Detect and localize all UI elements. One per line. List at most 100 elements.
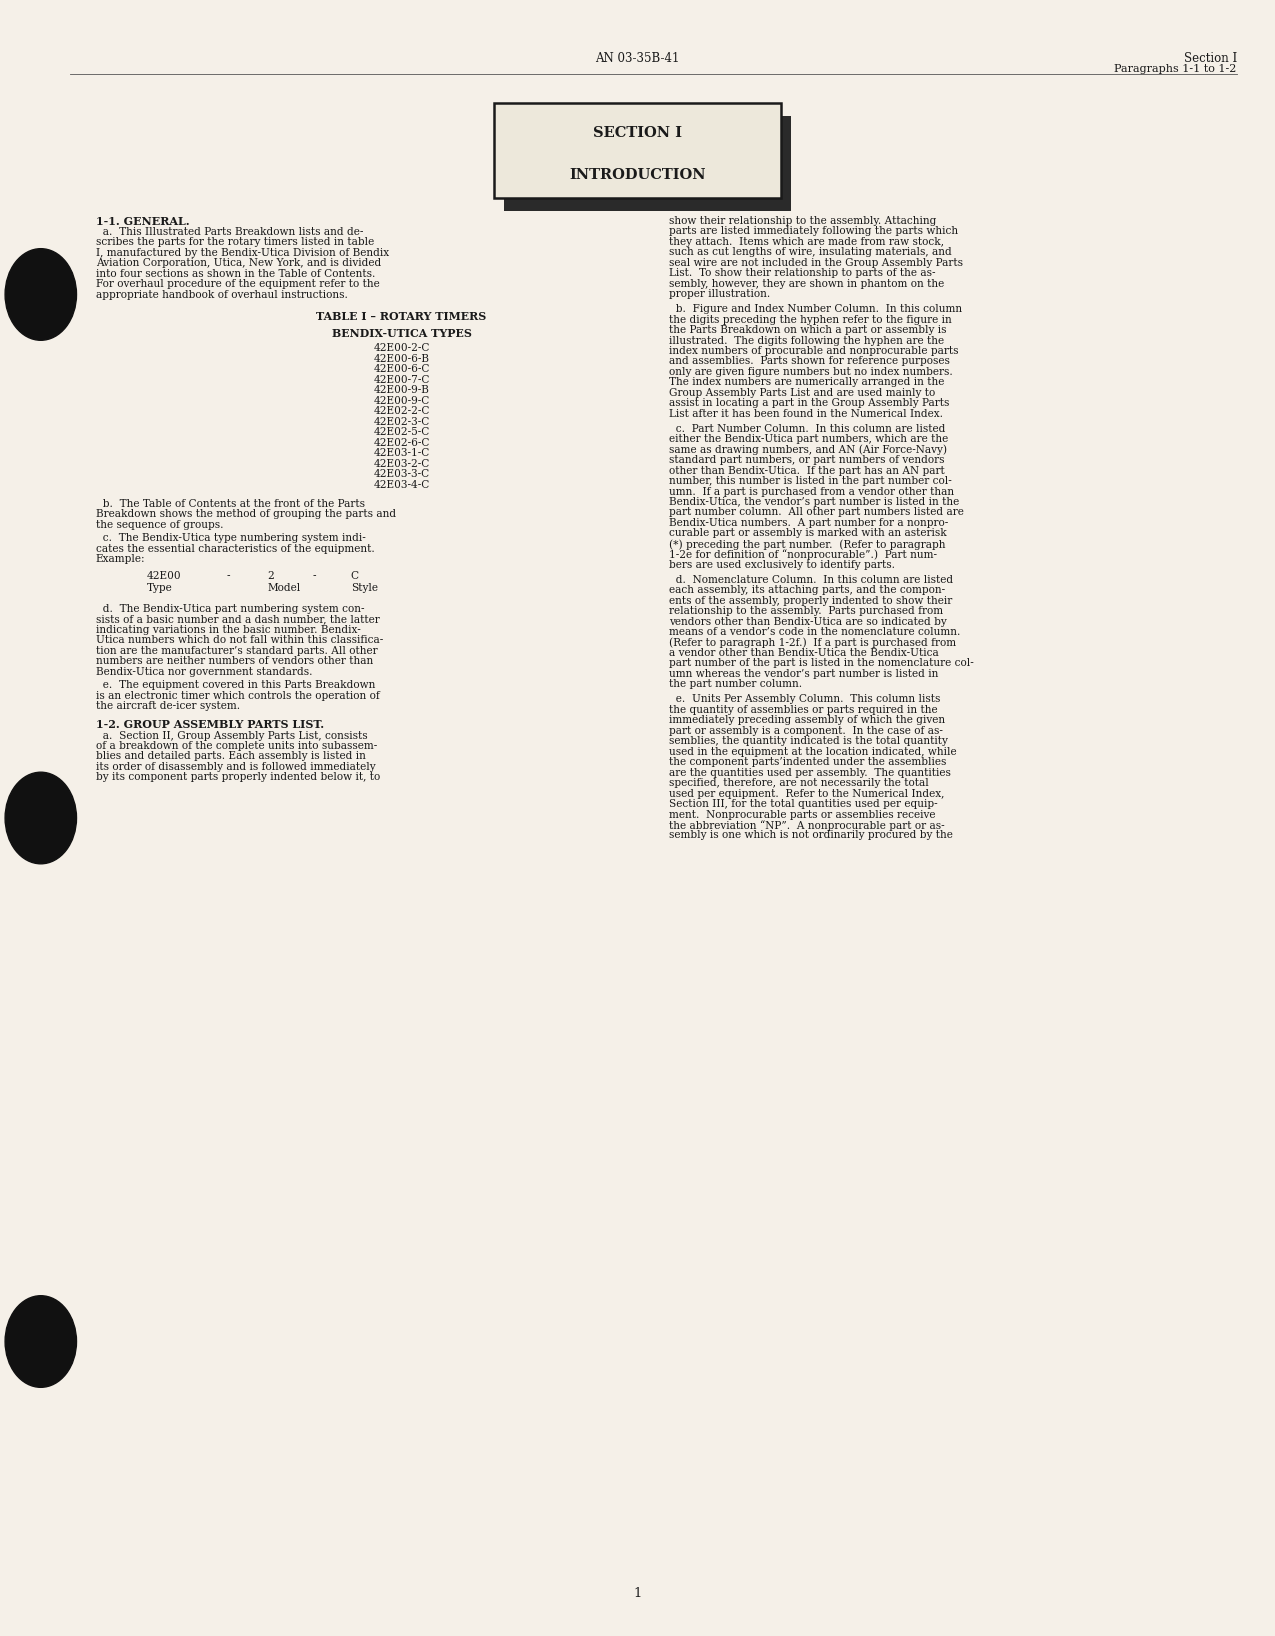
Text: 42E03-3-C: 42E03-3-C bbox=[374, 470, 430, 479]
Text: the aircraft de-icer system.: the aircraft de-icer system. bbox=[96, 702, 240, 712]
Text: Paragraphs 1-1 to 1-2: Paragraphs 1-1 to 1-2 bbox=[1114, 64, 1237, 74]
Text: For overhaul procedure of the equipment refer to the: For overhaul procedure of the equipment … bbox=[96, 280, 380, 290]
Text: means of a vendor’s code in the nomenclature column.: means of a vendor’s code in the nomencla… bbox=[669, 627, 961, 636]
Text: Bendix-Utica nor government standards.: Bendix-Utica nor government standards. bbox=[96, 667, 312, 677]
Text: 42E00-9-C: 42E00-9-C bbox=[374, 396, 430, 406]
Text: b.  Figure and Index Number Column.  In this column: b. Figure and Index Number Column. In th… bbox=[669, 304, 963, 314]
Text: 1: 1 bbox=[634, 1587, 641, 1600]
Text: 42E02-3-C: 42E02-3-C bbox=[374, 417, 430, 427]
Text: the component parts’indented under the assemblies: the component parts’indented under the a… bbox=[669, 757, 947, 767]
Text: indicating variations in the basic number. Bendix-: indicating variations in the basic numbe… bbox=[96, 625, 361, 635]
Text: sembly, however, they are shown in phantom on the: sembly, however, they are shown in phant… bbox=[669, 278, 945, 290]
Text: immediately preceding assembly of which the given: immediately preceding assembly of which … bbox=[669, 715, 946, 725]
Text: a vendor other than Bendix-Utica the Bendix-Utica: a vendor other than Bendix-Utica the Ben… bbox=[669, 648, 940, 658]
Text: are the quantities used per assembly.  The quantities: are the quantities used per assembly. Th… bbox=[669, 767, 951, 777]
Text: is an electronic timer which controls the operation of: is an electronic timer which controls th… bbox=[96, 690, 380, 700]
Text: c.  Part Number Column.  In this column are listed: c. Part Number Column. In this column ar… bbox=[669, 424, 946, 434]
Text: standard part numbers, or part numbers of vendors: standard part numbers, or part numbers o… bbox=[669, 455, 945, 465]
Text: such as cut lengths of wire, insulating materials, and: such as cut lengths of wire, insulating … bbox=[669, 247, 952, 257]
Text: Section III, for the total quantities used per equip-: Section III, for the total quantities us… bbox=[669, 798, 938, 810]
Text: by its component parts properly indented below it, to: by its component parts properly indented… bbox=[96, 772, 380, 782]
Text: ment.  Nonprocurable parts or assemblies receive: ment. Nonprocurable parts or assemblies … bbox=[669, 810, 936, 820]
Text: of a breakdown of the complete units into subassem-: of a breakdown of the complete units int… bbox=[96, 741, 377, 751]
Text: Section I: Section I bbox=[1183, 52, 1237, 65]
Text: -: - bbox=[227, 571, 231, 581]
Text: 42E03-1-C: 42E03-1-C bbox=[374, 448, 430, 458]
Text: into four sections as shown in the Table of Contents.: into four sections as shown in the Table… bbox=[96, 268, 375, 280]
Text: 42E00-2-C: 42E00-2-C bbox=[374, 344, 430, 353]
Text: the digits preceding the hyphen refer to the figure in: the digits preceding the hyphen refer to… bbox=[669, 314, 952, 324]
Text: 1-2e for definition of “nonprocurable”.)  Part num-: 1-2e for definition of “nonprocurable”.)… bbox=[669, 550, 937, 560]
Text: assist in locating a part in the Group Assembly Parts: assist in locating a part in the Group A… bbox=[669, 399, 950, 409]
Text: blies and detailed parts. Each assembly is listed in: blies and detailed parts. Each assembly … bbox=[96, 751, 366, 761]
Text: List after it has been found in the Numerical Index.: List after it has been found in the Nume… bbox=[669, 409, 944, 419]
Text: number, this number is listed in the part number col-: number, this number is listed in the par… bbox=[669, 476, 952, 486]
Text: Model: Model bbox=[268, 582, 301, 592]
Text: (Refer to paragraph 1-2f.)  If a part is purchased from: (Refer to paragraph 1-2f.) If a part is … bbox=[669, 638, 956, 648]
Text: part number of the part is listed in the nomenclature col-: part number of the part is listed in the… bbox=[669, 659, 974, 669]
Text: numbers are neither numbers of vendors other than: numbers are neither numbers of vendors o… bbox=[96, 656, 372, 666]
Text: bers are used exclusively to identify parts.: bers are used exclusively to identify pa… bbox=[669, 560, 895, 569]
Text: Example:: Example: bbox=[96, 555, 145, 564]
Text: sembly is one which is not ordinarily procured by the: sembly is one which is not ordinarily pr… bbox=[669, 831, 954, 841]
Text: 42E00-9-B: 42E00-9-B bbox=[374, 386, 430, 396]
Text: C: C bbox=[351, 571, 358, 581]
Text: 2: 2 bbox=[268, 571, 274, 581]
Text: b.  The Table of Contents at the front of the Parts: b. The Table of Contents at the front of… bbox=[96, 499, 365, 509]
Text: List.  To show their relationship to parts of the as-: List. To show their relationship to part… bbox=[669, 268, 936, 278]
Circle shape bbox=[5, 249, 76, 340]
Text: semblies, the quantity indicated is the total quantity: semblies, the quantity indicated is the … bbox=[669, 736, 949, 746]
Text: a.  This Illustrated Parts Breakdown lists and de-: a. This Illustrated Parts Breakdown list… bbox=[96, 227, 363, 237]
Text: part or assembly is a component.  In the case of as-: part or assembly is a component. In the … bbox=[669, 726, 944, 736]
Text: 42E02-6-C: 42E02-6-C bbox=[374, 438, 430, 448]
Text: 42E00-6-C: 42E00-6-C bbox=[374, 365, 430, 375]
Text: 42E00-6-B: 42E00-6-B bbox=[374, 353, 430, 363]
Text: the quantity of assemblies or parts required in the: the quantity of assemblies or parts requ… bbox=[669, 705, 938, 715]
Text: specified, therefore, are not necessarily the total: specified, therefore, are not necessaril… bbox=[669, 779, 929, 789]
Text: its order of disassembly and is followed immediately: its order of disassembly and is followed… bbox=[96, 762, 375, 772]
Text: relationship to the assembly.  Parts purchased from: relationship to the assembly. Parts purc… bbox=[669, 605, 944, 617]
Text: curable part or assembly is marked with an asterisk: curable part or assembly is marked with … bbox=[669, 528, 947, 538]
Text: scribes the parts for the rotary timers listed in table: scribes the parts for the rotary timers … bbox=[96, 237, 374, 247]
Circle shape bbox=[5, 1296, 76, 1387]
Text: Aviation Corporation, Utica, New York, and is divided: Aviation Corporation, Utica, New York, a… bbox=[96, 258, 381, 268]
Text: seal wire are not included in the Group Assembly Parts: seal wire are not included in the Group … bbox=[669, 258, 964, 268]
Text: 42E00: 42E00 bbox=[147, 571, 181, 581]
Text: part number column.  All other part numbers listed are: part number column. All other part numbe… bbox=[669, 507, 964, 517]
Text: INTRODUCTION: INTRODUCTION bbox=[569, 169, 706, 182]
Text: ents of the assembly, properly indented to show their: ents of the assembly, properly indented … bbox=[669, 596, 952, 605]
Text: sists of a basic number and a dash number, the latter: sists of a basic number and a dash numbe… bbox=[96, 615, 380, 625]
Circle shape bbox=[5, 772, 76, 864]
Text: the abbreviation “NP”.  A nonprocurable part or as-: the abbreviation “NP”. A nonprocurable p… bbox=[669, 820, 945, 831]
Text: d.  The Bendix-Utica part numbering system con-: d. The Bendix-Utica part numbering syste… bbox=[96, 604, 365, 614]
Text: 42E02-5-C: 42E02-5-C bbox=[374, 427, 430, 437]
Text: a.  Section II, Group Assembly Parts List, consists: a. Section II, Group Assembly Parts List… bbox=[96, 731, 367, 741]
Text: illustrated.  The digits following the hyphen are the: illustrated. The digits following the hy… bbox=[669, 335, 945, 345]
Text: The index numbers are numerically arranged in the: The index numbers are numerically arrang… bbox=[669, 378, 945, 388]
Text: tion are the manufacturer’s standard parts. All other: tion are the manufacturer’s standard par… bbox=[96, 646, 377, 656]
Bar bbox=[505, 116, 790, 211]
Text: d.  Nomenclature Column.  In this column are listed: d. Nomenclature Column. In this column a… bbox=[669, 574, 954, 584]
Text: only are given figure numbers but no index numbers.: only are given figure numbers but no ind… bbox=[669, 366, 954, 376]
Text: the part number column.: the part number column. bbox=[669, 679, 802, 689]
Text: AN 03-35B-41: AN 03-35B-41 bbox=[595, 52, 680, 65]
Text: TABLE I – ROTARY TIMERS: TABLE I – ROTARY TIMERS bbox=[316, 311, 487, 322]
Text: used in the equipment at the location indicated, while: used in the equipment at the location in… bbox=[669, 746, 958, 756]
Text: Bendix-Utica, the vendor’s part number is listed in the: Bendix-Utica, the vendor’s part number i… bbox=[669, 497, 960, 507]
Text: 1-2. GROUP ASSEMBLY PARTS LIST.: 1-2. GROUP ASSEMBLY PARTS LIST. bbox=[96, 720, 324, 730]
Text: 42E03-4-C: 42E03-4-C bbox=[374, 479, 430, 489]
Text: either the Bendix-Utica part numbers, which are the: either the Bendix-Utica part numbers, wh… bbox=[669, 434, 949, 443]
Text: 42E00-7-C: 42E00-7-C bbox=[374, 375, 430, 384]
Text: same as drawing numbers, and AN (Air Force-Navy): same as drawing numbers, and AN (Air For… bbox=[669, 445, 947, 455]
Text: used per equipment.  Refer to the Numerical Index,: used per equipment. Refer to the Numeric… bbox=[669, 789, 945, 798]
Text: Breakdown shows the method of grouping the parts and: Breakdown shows the method of grouping t… bbox=[96, 509, 395, 519]
Text: appropriate handbook of overhaul instructions.: appropriate handbook of overhaul instruc… bbox=[96, 290, 348, 299]
Text: e.  The equipment covered in this Parts Breakdown: e. The equipment covered in this Parts B… bbox=[96, 681, 375, 690]
Text: other than Bendix-Utica.  If the part has an AN part: other than Bendix-Utica. If the part has… bbox=[669, 466, 945, 476]
Text: umn.  If a part is purchased from a vendor other than: umn. If a part is purchased from a vendo… bbox=[669, 486, 955, 496]
Text: BENDIX-UTICA TYPES: BENDIX-UTICA TYPES bbox=[332, 329, 472, 339]
Text: SECTION I: SECTION I bbox=[593, 126, 682, 139]
Text: show their relationship to the assembly. Attaching: show their relationship to the assembly.… bbox=[669, 216, 937, 226]
Text: vendors other than Bendix-Utica are so indicated by: vendors other than Bendix-Utica are so i… bbox=[669, 617, 947, 627]
Bar bbox=[495, 103, 780, 198]
